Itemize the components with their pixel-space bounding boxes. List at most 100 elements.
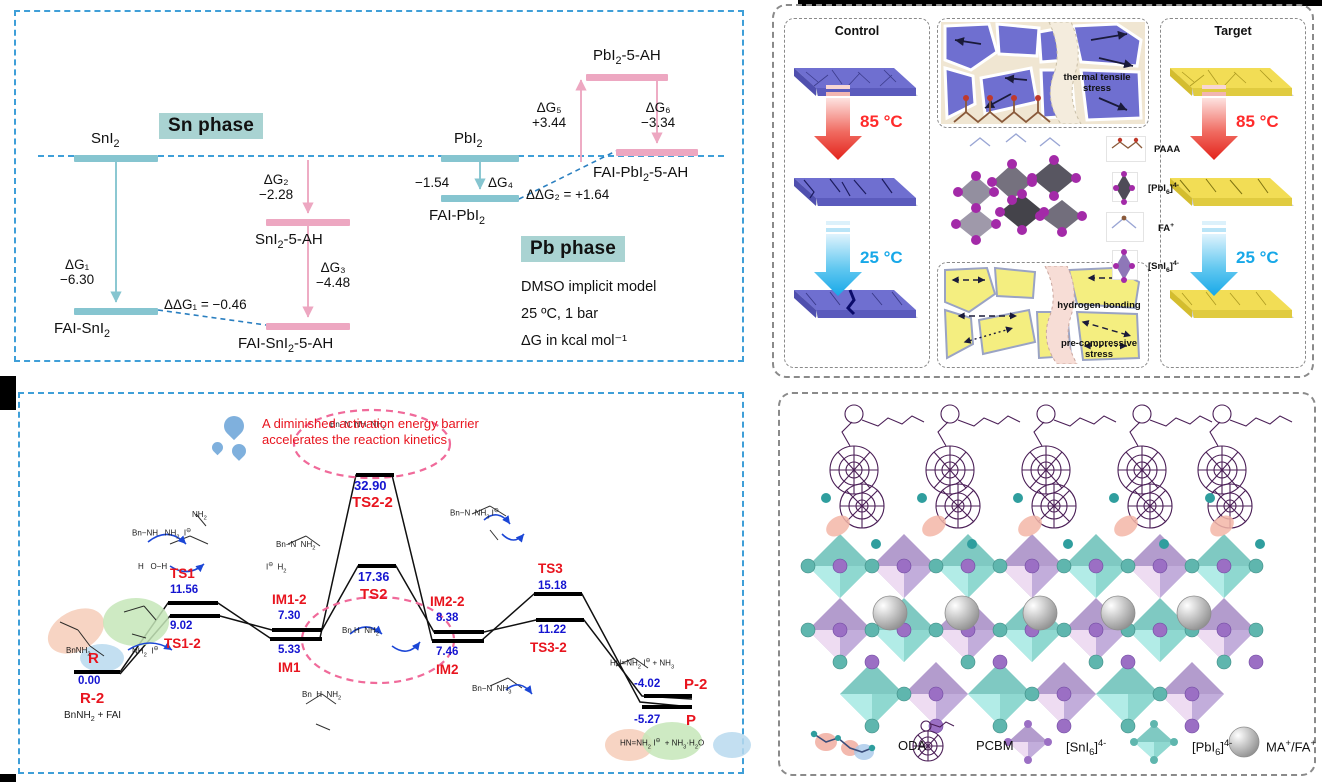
br-legend-label-pbi6: [PbI6]4- (1192, 738, 1233, 757)
delta-g3: ΔG₃ −4.48 (316, 260, 350, 290)
state-label-im1: IM1 (278, 660, 301, 675)
delta-g6-value: −3.34 (641, 115, 676, 131)
lattice-drawing (800, 404, 1293, 734)
structure-label-im2-2: Bn−N NH3 I⊖ (450, 508, 499, 521)
temperature-control-cold: 25 °C (860, 248, 903, 267)
delta-g4-symbol: ΔG₄ (488, 175, 514, 190)
state-value-im1: 5.33 (278, 644, 301, 656)
condition-temperature: 25 ºC, 1 bar (521, 305, 599, 322)
structure-label-im2: Bn−N NH3 (472, 684, 512, 696)
br-legend-label-pcbm: PCBM (976, 738, 1014, 753)
delta-g2-symbol: ΔG₂ (263, 172, 289, 187)
central-perovskite-cluster (951, 95, 1087, 245)
level-bar-im1-2 (272, 628, 322, 632)
legend-icons (1111, 137, 1143, 283)
state-value-im1-2: 7.30 (278, 610, 301, 622)
temperature-control-hot: 85 °C (860, 112, 903, 131)
thermal-cycling-stage: Control Target (774, 6, 1316, 380)
level-label-fai-sni2: FAI-SnI2 (54, 320, 111, 340)
state-value-ts1: 11.56 (170, 584, 199, 596)
level-bar-im1 (270, 637, 322, 641)
level-label-pbi2-5-ah: PbI2-5-AH (593, 47, 661, 67)
state-label-r-2: R-2 (80, 690, 105, 707)
reactant-formula: BnNH2 + FAI (64, 710, 122, 723)
level-label-fai-sni2-5-ah: FAI-SnI2-5-AH (238, 335, 334, 355)
level-bar-ts3 (534, 592, 582, 596)
panel-reaction-profile: R 0.00 R-2 BnNH2 + FAI TS1 11.56 9.02 TS… (18, 392, 751, 776)
ma-fa-cations (872, 595, 1212, 631)
level-bar-im2 (432, 639, 484, 643)
state-value-ts2-2: 32.90 (354, 478, 387, 493)
structure-label-ts1-2: BnNH2 (66, 646, 91, 658)
delta-g3-value: −4.48 (316, 275, 351, 291)
br-legend-icons (810, 720, 1260, 764)
state-label-im2-2: IM2-2 (430, 594, 465, 609)
level-bar-pbi2 (441, 155, 519, 162)
structure-label-ts1-oh: H O−H (138, 562, 168, 571)
legend-label-paaa: PAAA (1154, 144, 1181, 155)
subframe-control (784, 18, 930, 368)
scan-artifact-top-right (798, 0, 1322, 6)
level-bar-p-2 (644, 694, 692, 698)
structure-label-im1-2-i: I⊖ H2 (266, 562, 287, 575)
delta-g3-symbol: ΔG₃ (320, 260, 346, 275)
state-label-ts3-2: TS3-2 (530, 640, 567, 655)
br-legend-label-mafa: MA+/FA+ (1266, 738, 1316, 755)
reaction-profile-stage: R 0.00 R-2 BnNH2 + FAI TS1 11.56 9.02 TS… (20, 394, 751, 776)
state-label-ts2-2: TS2-2 (352, 494, 393, 511)
state-value-ts2: 17.36 (358, 570, 390, 584)
legend-label-pbi6: [PbI6]4- (1148, 182, 1180, 197)
pbi6-icon (1130, 720, 1178, 764)
arrow-target-hot (1190, 85, 1238, 160)
conditions-list: DMSO implicit model 25 ºC, 1 bar ΔG in k… (521, 274, 656, 354)
state-label-r: R (88, 650, 99, 667)
delta-delta-g1: ΔΔG₁ = −0.46 (164, 297, 247, 312)
pcbm-icon (912, 720, 955, 762)
badge-sn-phase: Sn phase (159, 113, 264, 139)
structure-label-ts1: Bn−NH NH2 I⊖ (132, 528, 191, 541)
arrow-target-cold (1190, 221, 1238, 296)
reaction-pathway-lines (47, 408, 751, 761)
level-bar-pbi2-5-ah (586, 74, 668, 81)
arrow-control-cold (814, 221, 862, 296)
level-label-sni2: SnI2 (91, 130, 120, 150)
structure-label-ts1-2b: NH2 I⊖ (132, 646, 159, 659)
level-bar-p (642, 705, 692, 709)
target-film-stack (1170, 68, 1294, 318)
level-bar-fai-sni2-5-ah (266, 323, 350, 330)
state-label-p-2: P-2 (684, 676, 708, 693)
condition-solvent: DMSO implicit model (521, 279, 657, 295)
temperature-arrows (814, 58, 1238, 336)
structure-label-ts2-2: Bn−N NH NH2 (330, 420, 386, 432)
state-label-ts1: TS1 (170, 566, 195, 581)
panel-perovskite-lattice: ODA PCBM [SnI6]4- [PbI6]4- MA+/FA+ (778, 392, 1316, 776)
note-hydrogen-bonding: hydrogen bonding (1057, 300, 1141, 311)
panel-thermal-cycling-schematic: Control Target (772, 4, 1314, 378)
delta-g1-value: −6.30 (60, 272, 95, 288)
delta-g5-symbol: ΔG₅ (536, 100, 562, 115)
mafa-icon (1228, 726, 1260, 758)
note-tensile-line-2: stress (1083, 83, 1111, 95)
state-value-ts3: 15.18 (538, 580, 567, 592)
pcbm-layer (829, 404, 1293, 529)
level-bar-r (74, 670, 120, 674)
scan-artifact-bottom-left (0, 774, 16, 782)
structure-label-p-2: HN=NH2 I⊖ + NH3 (610, 658, 675, 671)
level-bar-fai-pbi2 (441, 195, 519, 202)
temperature-target-cold: 25 °C (1236, 248, 1279, 267)
delta-g5: ΔG₅ +3.44 (532, 100, 566, 130)
structure-label-im1: Bn H NH2 (302, 690, 342, 702)
structure-label-im1-2: Bn−N NH2 (276, 540, 316, 552)
delta-g1: ΔG₁ −6.30 (60, 257, 94, 287)
level-label-fai-pbi2-5-ah: FAI-PbI2-5-AH (593, 164, 689, 184)
note-tensile-line-1: thermal tensile (1063, 72, 1131, 83)
grain-map-tensile (941, 22, 1145, 124)
state-label-im1-2: IM1-2 (272, 592, 307, 607)
sni6-icon (1004, 720, 1052, 764)
state-label-ts3: TS3 (538, 561, 563, 576)
oda-icon (810, 730, 876, 760)
level-bar-sni2-5-ah (266, 219, 350, 226)
level-bar-fai-pbi2-5-ah (616, 149, 698, 156)
note-thermal-tensile-stress: thermal tensile stress (1062, 72, 1132, 95)
panel-energy-level-diagram: Sn phase Pb phase SnI2 FAI-SnI2 SnI2-5-A… (14, 10, 744, 362)
